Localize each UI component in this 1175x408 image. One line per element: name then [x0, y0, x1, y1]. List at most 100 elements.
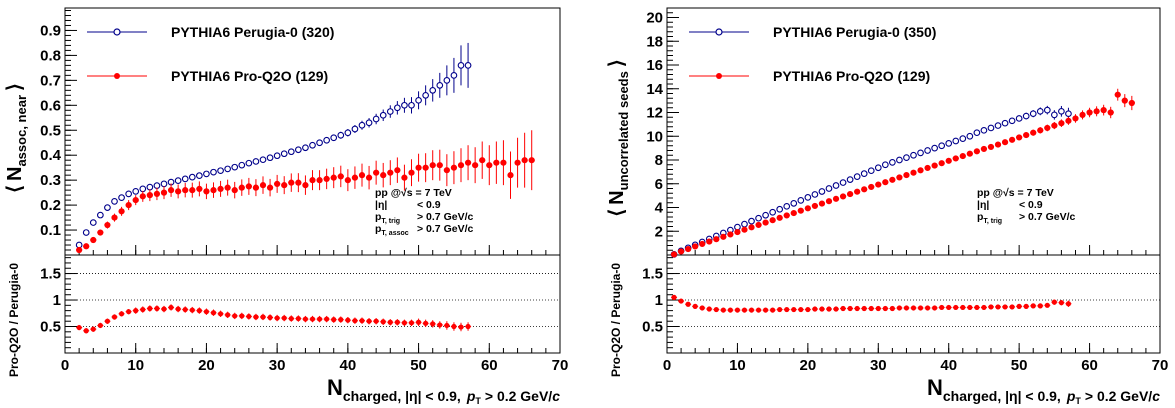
ratio-point — [791, 306, 797, 313]
ratio-tick-label: 0.5 — [642, 319, 663, 336]
data-point — [125, 190, 132, 198]
data-point — [295, 146, 302, 154]
ratio-point — [189, 307, 195, 313]
ratio-point — [755, 307, 762, 313]
annotation-sub: T, assoc — [381, 230, 408, 237]
data-point — [952, 137, 960, 145]
legend-entry: PYTHIA6 Pro-Q2O (129) — [171, 68, 328, 84]
data-point — [401, 174, 408, 181]
x-tick-label: 40 — [940, 357, 957, 374]
ratio-series — [671, 294, 1072, 313]
ratio-point — [366, 318, 372, 324]
ratio-point — [692, 303, 698, 309]
ratio-point — [748, 307, 755, 313]
data-point — [125, 202, 132, 209]
data-point — [83, 243, 90, 250]
data-point — [281, 182, 288, 189]
ratio-point — [83, 328, 89, 334]
x-axis-title: Ncharged, |η| < 0.9, pT > 0.2 GeV/c — [327, 375, 560, 406]
data-point — [861, 186, 868, 193]
data-point — [330, 174, 337, 181]
ratio-point — [741, 307, 748, 313]
y-tick-label: 0.9 — [40, 22, 61, 39]
ratio-point — [960, 304, 966, 311]
annotation-line: pp @ — [977, 187, 1003, 199]
ratio-point — [465, 323, 471, 330]
data-point — [783, 212, 790, 219]
data-point — [1065, 110, 1072, 118]
x-tick-label: 10 — [729, 357, 746, 374]
data-point — [245, 183, 252, 190]
data-point — [351, 174, 359, 181]
ratio-point — [196, 308, 202, 314]
data-point — [479, 157, 486, 164]
data-point — [839, 179, 847, 186]
data-point — [280, 150, 288, 158]
ratio-point — [437, 322, 443, 328]
data-point — [90, 236, 97, 244]
x-tick-label: 60 — [1081, 357, 1098, 374]
data-point — [1051, 111, 1058, 119]
x-axis-unit: c — [1152, 388, 1160, 404]
annotation-sub: T, trig — [381, 218, 400, 225]
data-point — [854, 188, 861, 195]
right-chart-panel: 2 4 6 8 10 12 14 16 18 20 0.5 1 1.5 0 10 20 30 40 50 60 70 PY… — [606, 7, 1168, 406]
annotation-line: |η| — [977, 199, 989, 211]
ratio-point — [953, 304, 959, 311]
ratio-point — [324, 316, 330, 322]
data-point — [1001, 139, 1009, 146]
annotation-key: |η| — [375, 199, 387, 211]
y-axis-main: N — [4, 167, 26, 181]
left-chart-panel: 0.1 0.2 0.3 0.4 0.5 0.6 0.7 0.8 0.9 0.5 1 1.5 0 10 20 3… — [4, 7, 569, 406]
data-point — [217, 185, 224, 192]
data-point — [408, 169, 415, 176]
y-tick-label: 0.1 — [40, 222, 61, 239]
y-tick-label: 0.8 — [40, 47, 61, 64]
ratio-axis-title: Pro-Q2O / Perugia-0 — [609, 263, 623, 377]
data-point — [104, 221, 111, 229]
ratio-point — [699, 305, 705, 311]
data-point — [847, 190, 854, 198]
data-point — [238, 161, 246, 169]
ratio-series — [76, 304, 472, 334]
ratio-point — [763, 307, 769, 313]
data-point — [811, 191, 819, 198]
data-point — [182, 187, 189, 194]
data-point — [224, 165, 231, 173]
ratio-point — [408, 320, 415, 326]
ratio-point — [854, 305, 860, 312]
ratio-point — [819, 306, 825, 312]
data-point — [748, 224, 755, 231]
data-point — [832, 182, 840, 189]
legend-entry: PYTHIA6 Perugia-0 (350) — [773, 24, 936, 40]
data-point — [670, 251, 678, 258]
data-point — [797, 207, 804, 214]
x-tick-label: 70 — [552, 357, 569, 374]
data-point — [1037, 127, 1044, 134]
ratio-point — [988, 304, 994, 310]
data-point — [959, 152, 966, 160]
data-point — [987, 143, 995, 151]
y-tick-label: 20 — [646, 10, 663, 27]
data-point — [443, 77, 451, 84]
data-point — [966, 150, 973, 157]
ratio-point — [833, 306, 839, 312]
ratio-point — [939, 304, 945, 311]
data-point — [839, 193, 847, 200]
data-point — [938, 160, 945, 167]
data-point — [966, 132, 974, 140]
annotation-value: > 0.7 GeV/c — [417, 223, 473, 235]
y-tick-label: 0.5 — [40, 122, 61, 139]
ratio-point — [161, 306, 167, 312]
data-point — [210, 187, 217, 194]
data-point — [832, 195, 840, 202]
data-point — [874, 164, 882, 172]
data-point — [344, 129, 352, 137]
data-point — [755, 221, 762, 229]
data-point — [797, 197, 805, 204]
data-point — [309, 177, 316, 184]
data-point — [924, 147, 931, 154]
ratio-point — [246, 313, 252, 320]
data-point — [358, 121, 366, 129]
data-point — [1036, 107, 1044, 115]
